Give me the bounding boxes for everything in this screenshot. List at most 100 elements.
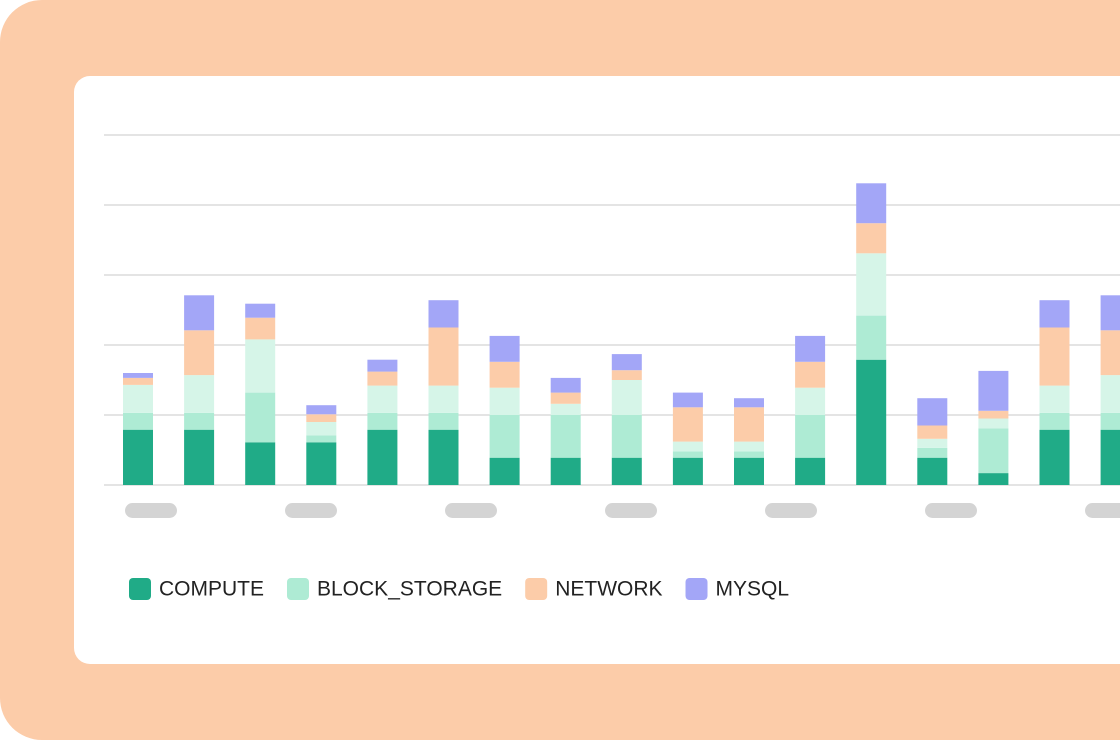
legend-label: MYSQL [716, 578, 790, 601]
bar-segment [795, 335, 826, 362]
bar-segment [428, 385, 459, 413]
bar-segment [1039, 300, 1070, 328]
bar-segment [1100, 295, 1120, 331]
bar-segment [123, 384, 153, 413]
bar-segment [672, 407, 703, 442]
placeholder-label [1085, 503, 1120, 518]
bar-segment [856, 359, 887, 485]
bar-segment [184, 295, 215, 331]
bar-segment [428, 300, 459, 328]
bar-segment [672, 451, 703, 458]
bar-segment [795, 415, 826, 458]
bar-segment [1100, 429, 1120, 485]
bar-segment [306, 405, 337, 415]
bar-segment [489, 335, 520, 362]
bar-segment [734, 451, 764, 458]
bar-segment [734, 398, 764, 408]
bar-segment [611, 415, 642, 458]
bar-segment [917, 457, 948, 485]
bar-segment [611, 370, 642, 380]
bar-segment [306, 435, 337, 443]
bar-segment [489, 361, 520, 388]
bar-segment [978, 418, 1009, 429]
bar-segment [550, 377, 581, 393]
placeholder-label [765, 503, 817, 518]
placeholder-label [125, 503, 177, 518]
bar-segment [734, 441, 764, 452]
bar-segment [489, 415, 520, 458]
bar-segment [245, 303, 276, 318]
bar-segment [489, 457, 520, 485]
bar-segment [917, 425, 948, 439]
bar-segment [550, 403, 581, 415]
bar-segment [184, 412, 215, 430]
bar-segment [306, 422, 337, 436]
legend-label: NETWORK [555, 578, 662, 601]
bar-segment [367, 385, 398, 413]
legend-swatch [525, 578, 548, 600]
bar-segment [1100, 330, 1120, 376]
bar-segment [1039, 429, 1070, 485]
bar-segment [856, 315, 887, 360]
placeholder-label [445, 503, 497, 518]
legend-label: BLOCK_STORAGE [317, 578, 502, 601]
bar-segment [795, 457, 826, 485]
bar-segment [367, 429, 398, 485]
bar-segment [123, 373, 153, 378]
bar-segment [734, 407, 764, 442]
bar-segment [123, 377, 153, 385]
x-placeholders [125, 503, 1120, 518]
bar-segment [367, 371, 398, 386]
bar-segment [245, 392, 276, 443]
bar-segment [795, 387, 826, 415]
bar-segment [672, 392, 703, 408]
bar-segment [856, 253, 887, 316]
bar-segment [856, 183, 887, 224]
bar-segment [550, 457, 581, 485]
placeholder-label [605, 503, 657, 518]
bar-segment [306, 442, 337, 485]
bar-segment [184, 330, 215, 376]
bar-segment [123, 429, 153, 485]
bar-segment [1039, 327, 1070, 386]
bar-segment [734, 457, 764, 485]
bar-segment [245, 317, 276, 340]
card [74, 76, 1120, 664]
bar-segment [795, 361, 826, 388]
bar-segment [367, 412, 398, 430]
bar-segment [611, 354, 642, 371]
bar-segment [978, 410, 1009, 419]
bar-segment [245, 339, 276, 393]
bar-segment [917, 438, 948, 448]
legend-swatch [287, 578, 309, 600]
bar-segment [611, 457, 642, 485]
bar-segment [672, 441, 703, 452]
bar-segment [1039, 412, 1070, 430]
bar-segment [428, 412, 459, 430]
bar-segment [978, 370, 1009, 411]
placeholder-label [285, 503, 337, 518]
placeholder-label [925, 503, 977, 518]
legend-label: COMPUTE [159, 578, 264, 601]
bar-segment [184, 429, 215, 485]
bar-segment [917, 398, 948, 426]
bar-segment [489, 387, 520, 415]
bar-segment [978, 473, 1009, 485]
bar-segment [306, 414, 337, 422]
bar-segment [550, 415, 581, 458]
bar-segment [184, 375, 215, 413]
bar-segment [1039, 385, 1070, 413]
bar-segment [672, 457, 703, 485]
bar-segment [917, 447, 948, 458]
legend-swatch [685, 578, 708, 600]
bar-segment [1100, 375, 1120, 413]
bar-segment [978, 428, 1009, 474]
bar-segment [1100, 412, 1120, 430]
bar-segment [367, 359, 398, 372]
bar-segment [428, 429, 459, 485]
bar-segment [123, 412, 153, 430]
bar-segment [856, 223, 887, 254]
bar-segment [550, 392, 581, 404]
